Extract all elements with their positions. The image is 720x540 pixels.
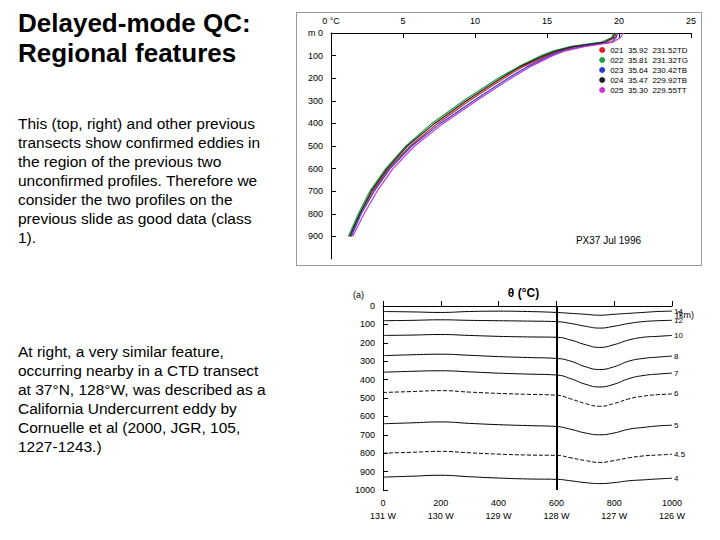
svg-text:900: 900: [308, 231, 323, 241]
svg-text:4: 4: [674, 474, 679, 483]
svg-text:129 W: 129 W: [486, 511, 513, 521]
svg-text:200: 200: [433, 498, 448, 508]
svg-text:025 35.30 229.55TT: 025 35.30 229.55TT: [610, 86, 687, 95]
html-text:Delayed-mode QC: Regional feat: Delayed-mode QC: Regional features: [18, 8, 251, 68]
svg-text:800: 800: [607, 498, 622, 508]
svg-text:126 W: 126 W: [659, 511, 686, 521]
svg-text:500: 500: [308, 141, 323, 151]
svg-text:m 0: m 0: [308, 28, 323, 38]
html-text:This (top, right) and other pr: This (top, right) and other previous tra…: [18, 115, 261, 246]
svg-text:500: 500: [360, 393, 375, 403]
svg-text:800: 800: [308, 209, 323, 219]
svg-text:400: 400: [308, 118, 323, 128]
html-text:At right, a very similar featu: At right, a very similar feature, occurr…: [18, 343, 266, 455]
svg-text:θ (°C): θ (°C): [508, 286, 539, 300]
svg-text:131 W: 131 W: [370, 511, 397, 521]
svg-text:021 35.92 231.52TD: 021 35.92 231.52TD: [610, 46, 688, 55]
svg-text:600: 600: [308, 164, 323, 174]
svg-text:20: 20: [614, 16, 624, 26]
svg-text:127 W: 127 W: [601, 511, 628, 521]
svg-text:700: 700: [360, 430, 375, 440]
svg-text:14: 14: [674, 307, 683, 316]
svg-text:0 °C: 0 °C: [322, 16, 340, 26]
svg-text:128 W: 128 W: [543, 511, 570, 521]
svg-text:023 35.64 230.42TB: 023 35.64 230.42TB: [610, 66, 687, 75]
svg-text:700: 700: [308, 186, 323, 196]
svg-text:100: 100: [308, 51, 323, 61]
svg-text:7: 7: [674, 369, 679, 378]
svg-text:024 35.47 229.92TB: 024 35.47 229.92TB: [610, 76, 687, 85]
svg-text:12: 12: [674, 316, 683, 325]
svg-text:8: 8: [674, 352, 679, 361]
svg-text:10: 10: [674, 331, 683, 340]
svg-text:4.5: 4.5: [674, 450, 686, 459]
svg-text:400: 400: [491, 498, 506, 508]
svg-text:600: 600: [360, 411, 375, 421]
svg-text:022 35.81 231.32TG: 022 35.81 231.32TG: [610, 56, 688, 65]
svg-text:(km): (km): [676, 309, 694, 320]
svg-text:5: 5: [400, 16, 405, 26]
svg-text:0: 0: [370, 301, 375, 311]
svg-text:(a): (a): [353, 290, 364, 300]
svg-text:1000: 1000: [662, 498, 682, 508]
svg-text:PX37 Jul 1996: PX37 Jul 1996: [576, 235, 641, 246]
svg-text:300: 300: [308, 96, 323, 106]
svg-text:400: 400: [360, 375, 375, 385]
svg-text:200: 200: [308, 73, 323, 83]
svg-text:5: 5: [674, 421, 679, 430]
svg-text:15: 15: [542, 16, 552, 26]
svg-text:10: 10: [470, 16, 480, 26]
svg-text:600: 600: [549, 498, 564, 508]
svg-text:25: 25: [686, 16, 696, 26]
svg-text:200: 200: [360, 338, 375, 348]
svg-text:130 W: 130 W: [428, 511, 455, 521]
svg-text:0: 0: [380, 498, 385, 508]
svg-text:300: 300: [360, 356, 375, 366]
svg-text:800: 800: [360, 448, 375, 458]
svg-text:100: 100: [360, 319, 375, 329]
svg-text:1000: 1000: [355, 485, 375, 495]
svg-text:6: 6: [674, 389, 679, 398]
svg-text:900: 900: [360, 467, 375, 477]
